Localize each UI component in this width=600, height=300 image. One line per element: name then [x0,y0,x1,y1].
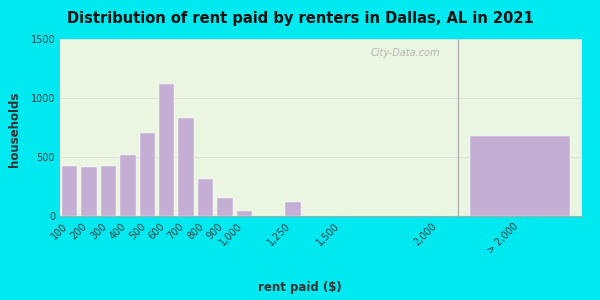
Bar [159,84,175,216]
Bar [198,179,213,216]
Text: City-Data.com: City-Data.com [370,48,440,58]
Bar [62,167,77,216]
Bar [285,202,301,216]
Text: Distribution of rent paid by renters in Dallas, AL in 2021: Distribution of rent paid by renters in … [67,11,533,26]
Bar [140,134,155,216]
Bar [82,167,97,216]
Bar [236,211,252,216]
Text: households: households [8,91,22,167]
Bar [178,118,194,216]
Bar [217,198,233,216]
Bar [470,136,569,216]
Bar [120,154,136,216]
Bar [101,167,116,216]
Text: rent paid ($): rent paid ($) [258,281,342,294]
